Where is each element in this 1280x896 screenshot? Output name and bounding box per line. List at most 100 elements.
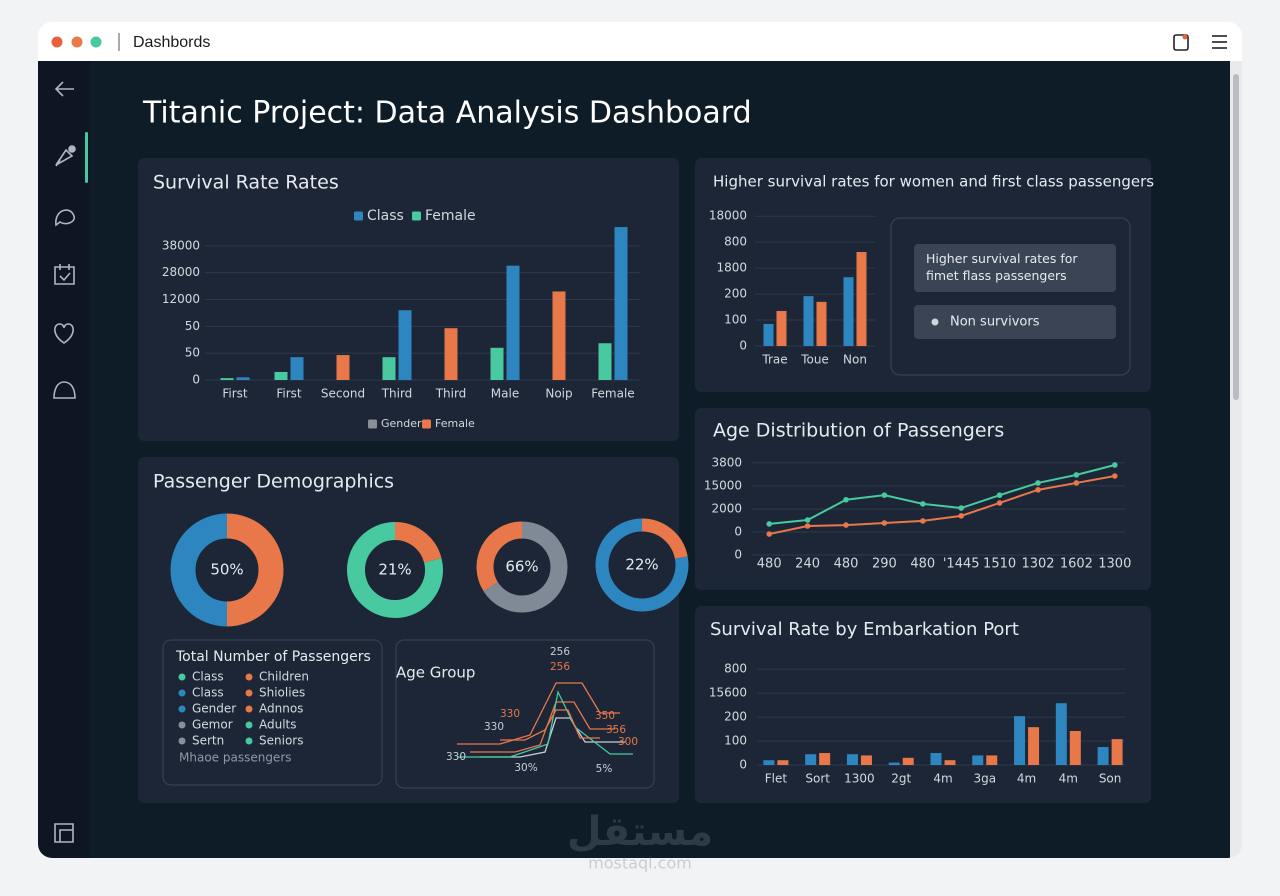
donut-segment bbox=[226, 513, 284, 627]
x-tick-label: Non bbox=[843, 353, 867, 367]
nav-dot bbox=[68, 145, 76, 153]
y-tick-label: 2000 bbox=[711, 501, 742, 515]
x-tick-label: 4m bbox=[933, 772, 952, 786]
layout-icon[interactable] bbox=[54, 823, 74, 843]
point bbox=[1073, 480, 1080, 486]
x-tick-label: 1302 bbox=[1021, 557, 1054, 572]
bar bbox=[444, 328, 458, 380]
y-tick-label: 18000 bbox=[709, 209, 747, 223]
panel-title: Survival Rate by Embarkation Port bbox=[710, 619, 1019, 640]
bar bbox=[290, 357, 304, 380]
close-button[interactable] bbox=[51, 36, 63, 48]
y-tick-label: 12000 bbox=[162, 292, 200, 306]
bar bbox=[552, 291, 566, 380]
x-tick-label: 1300 bbox=[844, 772, 875, 786]
note-holder: Higher survival rates for fimet flass pa… bbox=[926, 251, 1078, 283]
sidebar-icons bbox=[53, 81, 76, 843]
age-label: 330 bbox=[484, 721, 504, 733]
point bbox=[881, 492, 888, 498]
legend-label: Sertn bbox=[192, 734, 224, 748]
bar bbox=[1069, 730, 1081, 765]
bar bbox=[236, 377, 250, 380]
point bbox=[920, 518, 926, 524]
age-group-title: Age Group bbox=[396, 664, 475, 682]
point bbox=[1112, 462, 1118, 468]
bar bbox=[819, 753, 831, 765]
legend-dot bbox=[178, 737, 186, 745]
share-icon[interactable] bbox=[1173, 34, 1189, 51]
age-label: 300 bbox=[618, 736, 638, 748]
legend-label: Gender bbox=[381, 417, 422, 430]
point bbox=[958, 513, 964, 519]
y-tick-label: 50 bbox=[185, 319, 200, 333]
x-tick-label: First bbox=[222, 387, 248, 401]
bar bbox=[763, 323, 774, 346]
badge bbox=[1182, 34, 1188, 40]
minimize-button[interactable] bbox=[71, 36, 83, 48]
x-tick-label: 4m bbox=[1059, 772, 1078, 786]
note-text: Non survivors bbox=[950, 315, 1040, 330]
back-icon[interactable] bbox=[54, 81, 74, 97]
nav-icon[interactable] bbox=[53, 381, 76, 399]
age-line bbox=[480, 717, 625, 758]
scroll-thumb[interactable] bbox=[1233, 74, 1239, 400]
donut-segment bbox=[641, 518, 688, 560]
legend-dot bbox=[245, 673, 253, 681]
legend-label: Class bbox=[192, 686, 224, 700]
donut-track bbox=[170, 513, 228, 627]
x-tick-label: 480 bbox=[910, 557, 935, 572]
bar bbox=[336, 355, 350, 380]
bar bbox=[843, 277, 854, 346]
y-tick-label: 0 bbox=[734, 524, 742, 538]
nav-icon[interactable] bbox=[54, 264, 75, 285]
point bbox=[1112, 473, 1118, 479]
point bbox=[881, 520, 888, 526]
note-card bbox=[914, 244, 1116, 292]
bar bbox=[986, 755, 998, 765]
x-tick-label: Sort bbox=[805, 772, 830, 786]
point bbox=[1035, 487, 1041, 493]
x-tick-label: 1300 bbox=[1098, 557, 1131, 572]
nav-icon[interactable] bbox=[54, 323, 74, 344]
y-tick-label: 0 bbox=[739, 339, 747, 353]
bar bbox=[888, 762, 900, 765]
x-tick-label: '1445 bbox=[943, 557, 980, 572]
legend-dot bbox=[245, 737, 253, 745]
age-line bbox=[500, 709, 600, 741]
legend-dot bbox=[245, 721, 253, 729]
y-tick-label: 38000 bbox=[162, 238, 200, 252]
y-tick-label: 50 bbox=[185, 346, 200, 360]
bar bbox=[1028, 727, 1040, 765]
legend-dot bbox=[245, 689, 253, 697]
zoom-button[interactable] bbox=[90, 36, 102, 48]
nav-icon[interactable] bbox=[55, 209, 76, 227]
legend-swatch bbox=[422, 419, 431, 429]
bar bbox=[1014, 716, 1026, 765]
x-tick-label: 240 bbox=[795, 557, 820, 572]
sidebar bbox=[38, 61, 90, 858]
legend-label: Gender bbox=[192, 702, 236, 716]
x-tick-label: Third bbox=[435, 387, 467, 401]
age-label: 256 bbox=[550, 661, 570, 673]
bar bbox=[763, 760, 775, 765]
bar bbox=[856, 252, 867, 346]
point bbox=[996, 492, 1003, 498]
x-tick-label: 4m bbox=[1017, 772, 1036, 786]
y-tick-label: 800 bbox=[724, 235, 747, 249]
bar bbox=[398, 310, 412, 380]
legend-box-title: Total Number of Passengers bbox=[175, 649, 371, 665]
age-label: 256 bbox=[550, 646, 570, 658]
bar bbox=[860, 755, 872, 765]
note-card bbox=[914, 305, 1116, 339]
age-label: 30% bbox=[514, 762, 537, 774]
bar bbox=[902, 757, 914, 765]
nav-icon[interactable] bbox=[55, 148, 74, 167]
line bbox=[769, 464, 1116, 525]
watermark-site: mostaql.com bbox=[588, 854, 692, 873]
panel-title: Age Distribution of Passengers bbox=[713, 420, 1004, 442]
point bbox=[1073, 472, 1080, 478]
y-tick-label: 15000 bbox=[704, 478, 742, 492]
x-tick-label: Third bbox=[381, 387, 413, 401]
page-title: Titanic Project: Data Analysis Dashboard bbox=[142, 96, 752, 131]
y-tick-label: 100 bbox=[724, 313, 747, 327]
